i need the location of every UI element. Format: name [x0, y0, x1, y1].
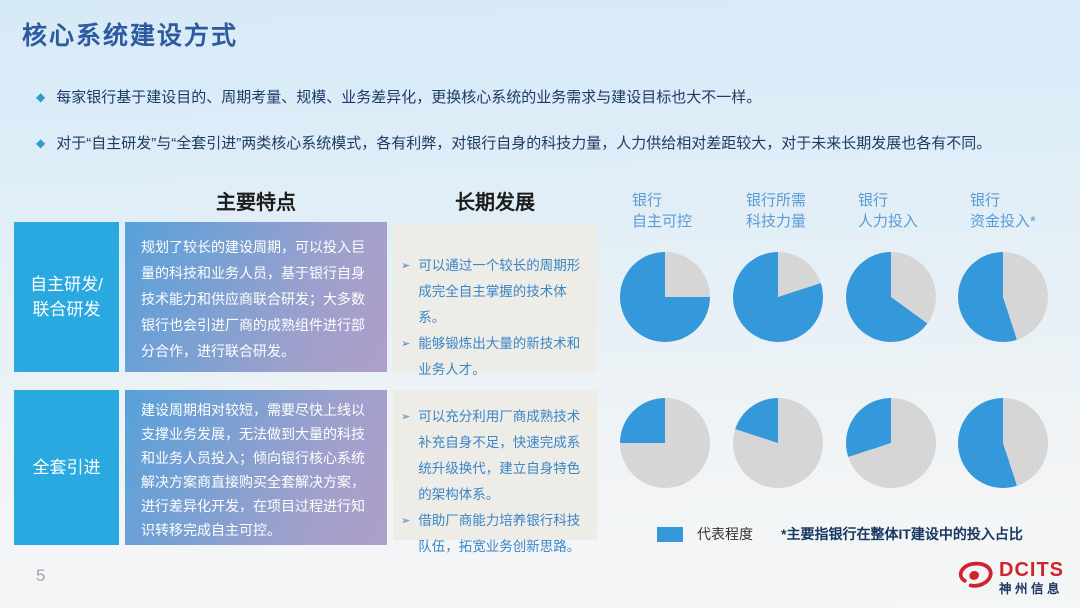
features-cell-row1: 规划了较长的建设周期，可以投入巨量的科技和业务人员，基于银行自身技术能力和供应商… [125, 222, 387, 372]
intro-bullet-1-text: 每家银行基于建设目的、周期考量、规模、业务差异化，更换核心系统的业务需求与建设目… [56, 89, 762, 106]
row-label-self-developed: 自主研发/联合研发 [14, 222, 119, 372]
longterm-point: ➢ 可以通过一个较长的周期形成完全自主掌握的技术体系。 [401, 253, 587, 331]
pie-chart-row2-tech [733, 398, 823, 488]
logo-cn-label: 神州信息 [999, 581, 1064, 596]
arrow-bullet-icon: ➢ [401, 411, 411, 423]
pie-column-header-tech: 银行所需 科技力量 [746, 192, 807, 230]
longterm-cell-row2: ➢ 可以充分利用厂商成熟技术补充自身不足，快速完成系统升级换代，建立自身特色的架… [393, 390, 597, 554]
pie-chart-row2-autonomy [620, 398, 710, 488]
legend-color-swatch [657, 526, 683, 542]
longterm-point: ➢ 可以充分利用厂商成熟技术补充自身不足，快速完成系统升级换代，建立自身特色的架… [401, 404, 587, 508]
longterm-point-text: 可以充分利用厂商成熟技术补充自身不足，快速完成系统升级换代，建立自身特色的架构体… [418, 409, 581, 502]
page-title: 核心系统建设方式 [22, 22, 239, 50]
pie-chart-row1-manpower [846, 252, 936, 342]
logo-text: DCITS 神州信息 [999, 559, 1064, 597]
features-cell-row2: 建设周期相对较短，需要尽快上线以支撑业务发展，无法做到大量的科技和业务人员投入；… [125, 390, 387, 545]
intro-bullet-2: ◆ 对于“自主研发”与“全套引进”两类核心系统模式，各有利弊，对银行自身的科技力… [36, 134, 1046, 153]
diamond-bullet-icon: ◆ [36, 90, 46, 104]
longterm-point: ➢ 借助厂商能力培养银行科技队伍，拓宽业务创新思路。 [401, 508, 587, 560]
longterm-point-text: 可以通过一个较长的周期形成完全自主掌握的技术体系。 [418, 258, 581, 325]
column-header-longterm: 长期发展 [455, 192, 535, 214]
diamond-bullet-icon: ◆ [36, 136, 46, 150]
longterm-point-text: 借助厂商能力培养银行科技队伍，拓宽业务创新思路。 [418, 513, 581, 554]
pie-column-header-manpower: 银行 人力投入 [858, 192, 919, 230]
pie-chart-row1-funding [958, 252, 1048, 342]
pie-chart-row2-manpower [846, 398, 936, 488]
column-header-features: 主要特点 [216, 192, 296, 214]
arrow-bullet-icon: ➢ [401, 338, 411, 350]
row-label-full-import: 全套引进 [14, 390, 119, 545]
company-logo: DCITS 神州信息 [954, 555, 1064, 600]
logo-en-label: DCITS [999, 558, 1064, 581]
intro-bullets: ◆ 每家银行基于建设目的、周期考量、规模、业务差异化，更换核心系统的业务需求与建… [36, 88, 1046, 180]
longterm-point-text: 能够锻炼出大量的新技术和业务人才。 [418, 336, 581, 377]
arrow-bullet-icon: ➢ [401, 515, 411, 527]
longterm-cell-row1: ➢ 可以通过一个较长的周期形成完全自主掌握的技术体系。 ➢ 能够锻炼出大量的新技… [393, 223, 597, 377]
dcits-swirl-icon [954, 555, 994, 600]
pie-column-header-autonomy: 银行 自主可控 [632, 192, 693, 230]
page-number: 5 [36, 566, 46, 585]
pie-column-header-funding: 银行 资金投入* [970, 192, 1036, 230]
footnote: *主要指银行在整体IT建设中的投入占比 [781, 526, 1023, 542]
pie-chart-row1-tech [733, 252, 823, 342]
pie-chart-row1-autonomy [620, 252, 710, 342]
arrow-bullet-icon: ➢ [401, 260, 411, 272]
legend: 代表程度 *主要指银行在整体IT建设中的投入占比 [657, 524, 1023, 544]
intro-bullet-1: ◆ 每家银行基于建设目的、周期考量、规模、业务差异化，更换核心系统的业务需求与建… [36, 88, 1046, 107]
intro-bullet-2-text: 对于“自主研发”与“全套引进”两类核心系统模式，各有利弊，对银行自身的科技力量，… [56, 135, 992, 152]
pie-chart-row2-funding [958, 398, 1048, 488]
longterm-point: ➢ 能够锻炼出大量的新技术和业务人才。 [401, 331, 587, 383]
legend-label: 代表程度 [697, 526, 753, 542]
